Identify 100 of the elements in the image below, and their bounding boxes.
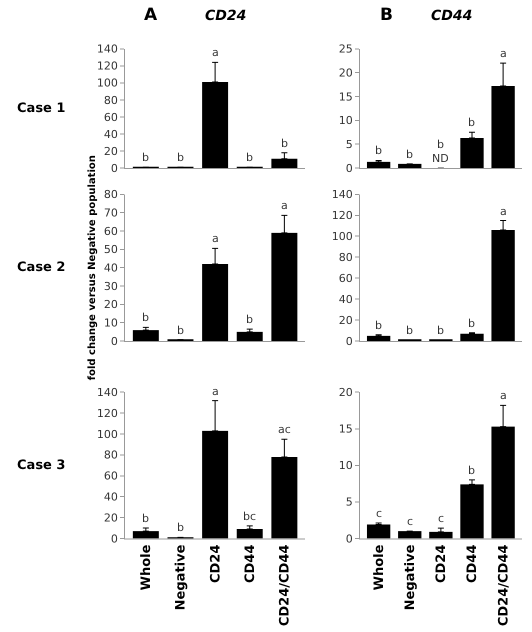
bar xyxy=(460,334,484,342)
y-tick-label: 40 xyxy=(104,490,118,504)
chart-subtitle: CD24 xyxy=(205,8,246,24)
annotation: b xyxy=(406,324,413,337)
y-tick-label: 0 xyxy=(110,532,118,546)
y-axis-title: fold change versus Negative population xyxy=(86,155,98,380)
annotation: b xyxy=(177,151,184,164)
y-tick-label: 10 xyxy=(338,114,353,128)
annotation: c xyxy=(407,515,414,528)
annotation: b xyxy=(375,319,382,332)
annotation: b xyxy=(375,144,382,157)
x-tick-label: CD44 xyxy=(465,544,480,584)
y-tick-label: 120 xyxy=(96,60,118,73)
x-tick-label: CD44 xyxy=(242,544,258,584)
x-tick-label: CD24 xyxy=(208,544,224,584)
text: Case 3 xyxy=(17,458,66,473)
annotation: b xyxy=(177,324,184,337)
y-tick-label: 5 xyxy=(346,138,353,152)
y-tick-label: 140 xyxy=(332,188,353,202)
annotation: a xyxy=(500,47,507,60)
annotation: a xyxy=(212,46,219,59)
annotation: b xyxy=(406,148,413,161)
annotation: b xyxy=(142,151,149,164)
x-tick-label: Negative xyxy=(174,544,189,610)
annotation: b xyxy=(281,137,288,150)
y-tick-label: 80 xyxy=(104,448,118,462)
y-tick-label: 10 xyxy=(104,316,118,330)
y-tick-label: 40 xyxy=(338,292,353,306)
y-tick-label: 15 xyxy=(338,90,353,104)
x-tick-label: Whole xyxy=(139,544,154,590)
text: Case 1 xyxy=(17,101,66,116)
y-tick-label: 100 xyxy=(332,230,353,244)
bar xyxy=(236,332,263,342)
annotation: c xyxy=(376,507,382,520)
annotation: b xyxy=(468,464,475,477)
annotation: a xyxy=(500,389,507,402)
chart-title: B xyxy=(380,5,393,25)
bar xyxy=(398,531,422,538)
y-tick-label: 20 xyxy=(104,298,118,312)
bar xyxy=(236,528,263,538)
y-tick-label: 80 xyxy=(338,251,353,264)
text: Case 2 xyxy=(17,260,66,275)
y-tick-label: 30 xyxy=(104,280,118,293)
annotation: ac xyxy=(278,423,291,436)
annotation: a xyxy=(500,205,507,218)
y-tick-label: 0 xyxy=(346,532,353,546)
chart-title: A xyxy=(144,5,158,25)
y-tick-label: 0 xyxy=(110,334,118,348)
x-tick-label: Negative xyxy=(402,544,418,610)
annotation: b xyxy=(177,521,184,534)
y-tick-label: 140 xyxy=(96,42,118,56)
bar xyxy=(132,531,159,538)
y-tick-label: 0 xyxy=(110,162,118,175)
y-tick-label: 120 xyxy=(96,406,118,420)
y-tick-label: 20 xyxy=(338,66,353,80)
annotation: b xyxy=(437,138,444,151)
y-tick-label: 20 xyxy=(104,144,118,158)
annotation: b xyxy=(468,116,475,129)
annotation: ND xyxy=(432,152,449,165)
y-tick-label: 40 xyxy=(104,262,118,275)
annotation: c xyxy=(438,512,444,525)
y-tick-label: 10 xyxy=(338,459,353,472)
annotation: b xyxy=(468,317,475,330)
bar xyxy=(366,524,390,538)
x-tick-label: Whole xyxy=(372,544,387,590)
annotation: b xyxy=(246,151,253,164)
y-tick-label: 20 xyxy=(104,511,118,524)
bar xyxy=(398,164,422,168)
y-tick-label: 70 xyxy=(104,206,118,220)
y-tick-label: 140 xyxy=(96,386,118,400)
y-tick-label: 100 xyxy=(96,76,118,90)
annotation: b xyxy=(142,311,149,324)
y-tick-label: 50 xyxy=(104,243,118,256)
y-tick-label: 80 xyxy=(104,188,118,202)
y-tick-label: 25 xyxy=(338,42,353,56)
y-tick-label: 60 xyxy=(104,110,118,124)
y-tick-label: 20 xyxy=(338,386,353,400)
y-tick-label: 5 xyxy=(346,496,353,509)
y-tick-label: 0 xyxy=(346,334,353,348)
y-tick-label: 40 xyxy=(104,128,118,141)
annotation: a xyxy=(281,199,288,212)
annotation: b xyxy=(437,324,444,337)
x-tick-label: CD24 xyxy=(434,544,450,584)
bar xyxy=(429,532,453,538)
y-tick-label: 20 xyxy=(338,314,353,327)
annotation: a xyxy=(212,385,219,398)
y-tick-label: 60 xyxy=(104,224,118,238)
annotation: a xyxy=(212,232,219,245)
bar xyxy=(366,162,390,168)
bar xyxy=(366,336,390,342)
x-tick-label: CD24/CD44 xyxy=(278,544,293,626)
annotation: b xyxy=(142,512,149,525)
x-tick-label: CD24/CD44 xyxy=(496,544,512,626)
y-tick-label: 15 xyxy=(338,422,353,436)
y-tick-label: 100 xyxy=(96,428,118,441)
annotation: b xyxy=(246,313,253,326)
y-tick-label: 60 xyxy=(338,272,353,286)
y-tick-label: 60 xyxy=(104,470,118,483)
chart-subtitle: CD44 xyxy=(431,8,472,24)
y-tick-label: 80 xyxy=(104,94,118,107)
